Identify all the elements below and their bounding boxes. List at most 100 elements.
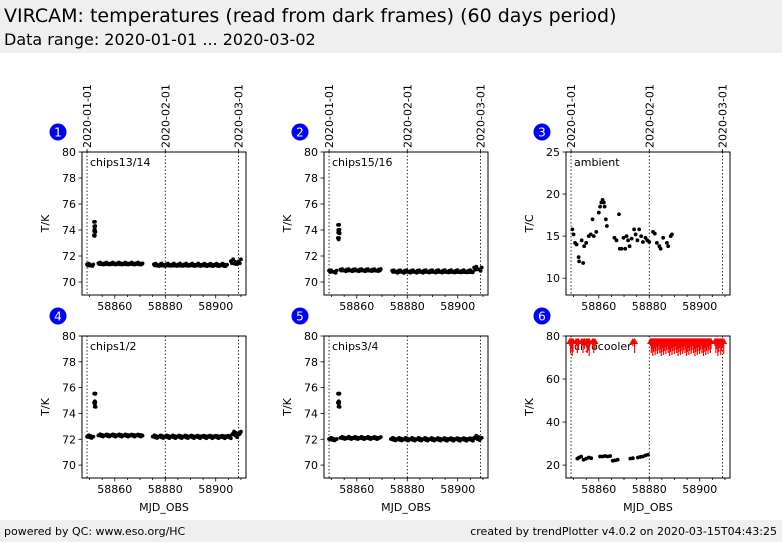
data-point — [581, 261, 586, 265]
y-axis-label: T/K — [281, 214, 294, 233]
data-point — [603, 217, 608, 222]
y-tick-label: 78 — [62, 172, 76, 185]
plot-index-number: 2 — [296, 126, 304, 140]
data-point — [91, 434, 96, 439]
data-point — [93, 229, 98, 234]
data-point — [225, 262, 229, 267]
data-point — [337, 227, 342, 232]
y-tick-label: 25 — [546, 146, 560, 159]
y-axis-label: T/K — [39, 214, 52, 233]
data-point — [140, 433, 145, 438]
data-point — [579, 454, 584, 459]
y-tick-label: 76 — [62, 198, 76, 211]
x-tick-label: 58860 — [97, 483, 132, 496]
data-point — [337, 231, 342, 236]
data-point — [239, 257, 243, 262]
plot-index-badge — [533, 123, 551, 141]
plot-panel-4: 70 72 74 76 78 80 58860 58880 58900 chips1/2 T/K MJ… — [39, 307, 247, 514]
data-point — [577, 259, 582, 264]
out-of-range-arrow — [720, 338, 728, 344]
data-point — [665, 240, 669, 245]
plot-index-number: 3 — [538, 126, 546, 140]
y-tick-label: 70 — [304, 276, 318, 289]
date-label: 2020-01-01 — [81, 84, 94, 148]
y-tick-label: 80 — [62, 330, 76, 343]
data-point — [614, 238, 619, 243]
data-point — [378, 267, 383, 271]
data-point — [337, 400, 342, 405]
data-point — [231, 257, 236, 262]
y-tick-label: 72 — [304, 250, 318, 263]
y-tick-label: 74 — [62, 407, 76, 420]
x-axis-label: MJD_OBS — [139, 501, 189, 514]
data-point — [601, 200, 606, 205]
data-point — [639, 234, 644, 239]
data-point — [594, 230, 599, 234]
trend-plots: 2020-01-01 2020-02-01 2020-03-01 70 72 74 76 78… — [39, 84, 731, 514]
plot-index-badge — [291, 307, 309, 325]
data-point — [239, 429, 243, 434]
data-point — [641, 240, 645, 244]
data-point — [334, 268, 339, 273]
plot-panel-1: 2020-01-01 2020-02-01 2020-03-01 70 72 74 76 78… — [39, 84, 247, 313]
footer-powered-by: powered by QC: www.eso.org/HC — [4, 525, 186, 538]
plot-index-badge — [291, 123, 309, 141]
out-of-range-arrow — [591, 338, 599, 344]
plot-panel-2: 2020-01-01 2020-02-01 2020-03-01 70 72 74 76 78… — [281, 84, 489, 313]
data-point — [584, 240, 589, 245]
data-point — [93, 391, 98, 396]
y-tick-label: 72 — [304, 433, 318, 446]
panel-label-ambient: ambient — [574, 156, 620, 169]
plot-index-number: 4 — [54, 310, 62, 324]
data-point — [626, 238, 630, 243]
data-point — [627, 244, 632, 249]
data-point — [228, 436, 233, 441]
y-tick-label: 74 — [62, 224, 76, 237]
y-tick-label: 72 — [62, 250, 76, 263]
data-point — [670, 232, 674, 237]
data-point — [478, 268, 483, 273]
x-tick-label: 58880 — [632, 300, 667, 313]
x-tick-label: 58860 — [581, 483, 616, 496]
date-label: 2020-02-01 — [159, 84, 172, 148]
page-title: VIRCAM: temperatures (read from dark fra… — [4, 5, 617, 27]
data-point — [479, 435, 484, 440]
data-point — [479, 265, 484, 270]
y-tick-label: 70 — [62, 459, 76, 472]
plot-panel-3: 2020-01-01 2020-02-01 2020-03-01 10 15 20 25 58… — [523, 84, 731, 313]
date-label: 2020-03-01 — [474, 84, 487, 148]
y-tick-label: 15 — [546, 230, 560, 243]
data-point — [570, 227, 575, 232]
axes-frame — [565, 335, 731, 479]
y-axis-label: T/C — [523, 214, 536, 233]
data-point — [647, 240, 652, 244]
data-point — [588, 232, 593, 237]
y-tick-label: 80 — [304, 146, 318, 159]
x-tick-label: 58900 — [198, 483, 233, 496]
axes-frame — [323, 151, 489, 296]
x-tick-label: 58900 — [440, 483, 475, 496]
y-tick-label: 70 — [304, 459, 318, 472]
data-point — [617, 212, 621, 217]
plot-index-number: 5 — [296, 310, 304, 324]
data-point — [654, 240, 659, 245]
data-point — [334, 437, 339, 441]
panel-label-chips13/14: chips13/14 — [90, 156, 151, 169]
x-axis-label: MJD_OBS — [381, 501, 431, 514]
x-tick-label: 58860 — [97, 300, 132, 313]
y-tick-label: 60 — [546, 373, 560, 386]
data-point — [612, 235, 617, 240]
data-point — [576, 255, 581, 260]
data-point — [337, 391, 342, 396]
data-point — [93, 224, 98, 228]
y-tick-label: 76 — [304, 198, 318, 211]
plot-index-number: 6 — [538, 310, 546, 324]
x-tick-label: 58880 — [148, 300, 183, 313]
footer-bar: powered by QC: www.eso.org/HC created by… — [0, 520, 782, 542]
y-tick-label: 80 — [546, 330, 560, 343]
y-tick-label: 10 — [546, 272, 560, 285]
data-point — [93, 404, 98, 409]
data-point — [633, 232, 638, 237]
y-tick-label: 78 — [304, 356, 318, 369]
